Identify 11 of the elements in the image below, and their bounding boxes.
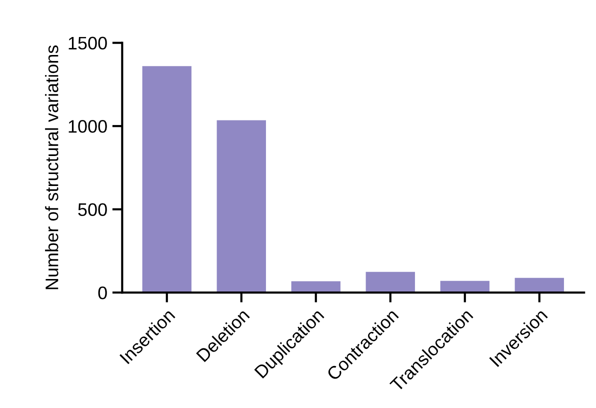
y-axis-title: Number of structural variations <box>45 45 58 290</box>
bar <box>291 281 340 293</box>
y-tick-label: 0 <box>98 286 107 300</box>
bar <box>216 120 266 293</box>
bar <box>440 280 490 293</box>
y-tick-label: 1500 <box>68 36 107 50</box>
y-tick-label: 500 <box>78 203 107 216</box>
y-tick-label: 1000 <box>68 120 107 133</box>
bar <box>366 272 415 293</box>
bar <box>142 66 192 293</box>
bar <box>514 278 564 293</box>
